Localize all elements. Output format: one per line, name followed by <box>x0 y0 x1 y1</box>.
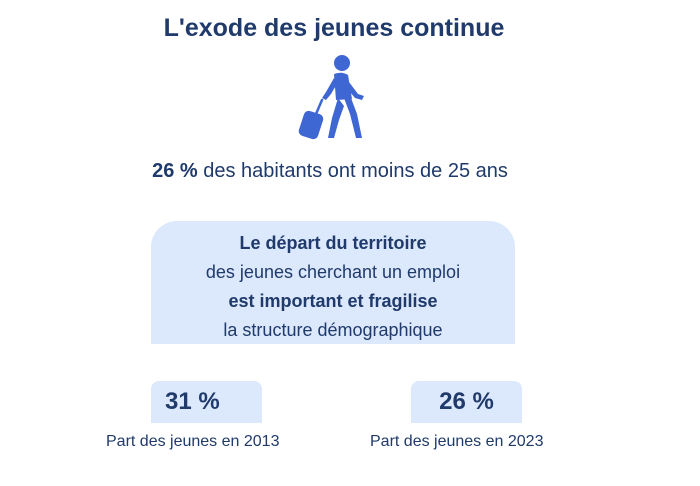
traveler-with-suitcase-icon <box>298 55 364 140</box>
youth-share-text: des habitants ont moins de 25 ans <box>197 160 508 182</box>
callout-line-4: la structure démographique <box>223 320 443 340</box>
callout-line-1: Le départ du territoire <box>239 233 427 253</box>
youth-share-value: 26 % <box>152 160 198 182</box>
share-2023-value: 26 % <box>411 381 522 423</box>
youth-share-statement: 26 % des habitants ont moins de 25 ans <box>0 160 660 183</box>
callout-line-3: est important et fragilise <box>228 291 438 311</box>
callout-line-2: des jeunes cherchant un emploi <box>205 262 461 282</box>
share-2013-value: 31 % <box>151 381 262 423</box>
page-title: L'exode des jeunes continue <box>163 14 505 42</box>
callout-panel: Le départ du territoire des jeunes cherc… <box>151 221 515 344</box>
share-2013-caption: Part des jeunes en 2013 <box>106 433 280 450</box>
share-2023-caption: Part des jeunes en 2023 <box>370 433 544 450</box>
